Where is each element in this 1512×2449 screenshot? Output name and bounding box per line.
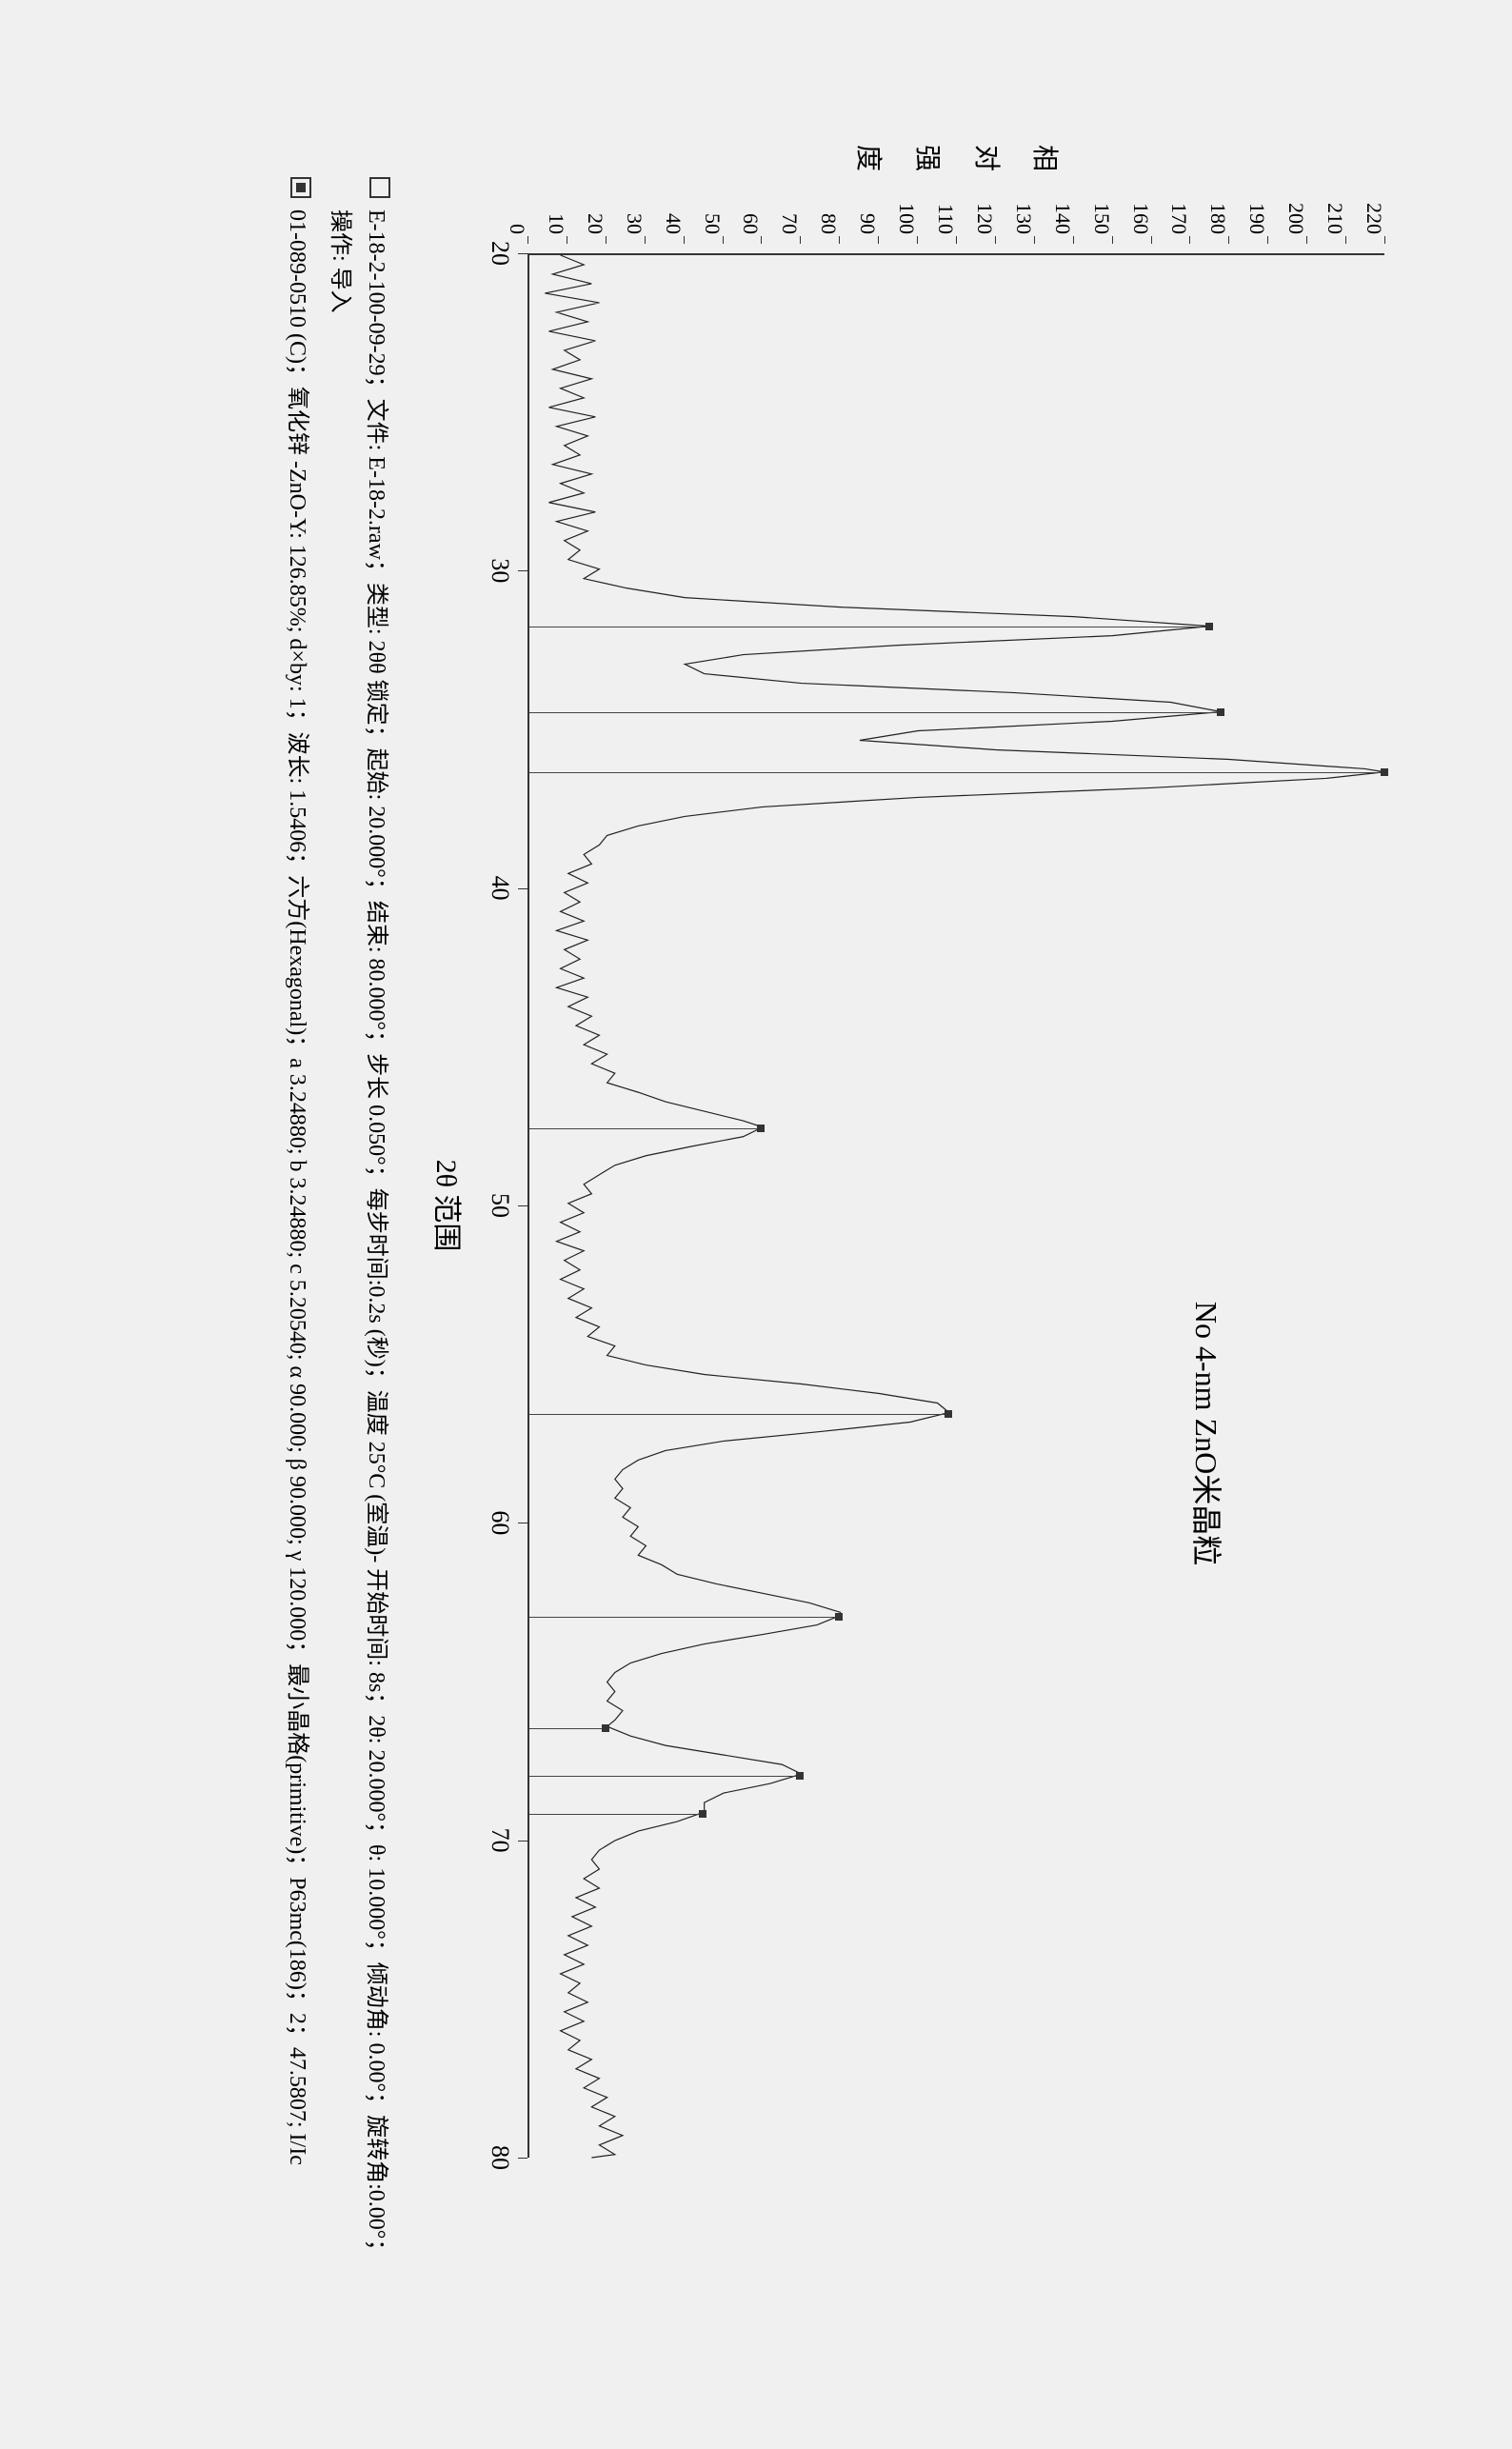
reference-peak-line: [529, 1617, 841, 1618]
tick-mark: [1034, 236, 1035, 244]
reference-peak-line: [529, 1414, 950, 1415]
y-tick-label: 140: [1050, 203, 1075, 234]
x-tick-label: 60: [486, 1510, 514, 1535]
x-axis-ticks: 20304050607080: [480, 253, 527, 2158]
reference-peak-line: [529, 1728, 607, 1729]
y-label-char: 相: [1015, 145, 1074, 171]
reference-peak-line: [529, 772, 1386, 773]
y-tick-label: 220: [1362, 203, 1386, 234]
x-tick-label: 80: [486, 2145, 514, 2170]
y-tick-label: 40: [661, 213, 686, 234]
x-tick-label: 30: [486, 558, 514, 583]
tick-mark: [956, 236, 957, 244]
tick-mark: [518, 888, 527, 889]
y-tick-label: 130: [1011, 203, 1036, 234]
tick-mark: [518, 1205, 527, 1206]
sample-annotation: No 4-nm ZnO米晶粒: [1186, 1302, 1230, 1565]
x-tick-label: 20: [486, 241, 514, 266]
reference-peak-marker-icon: [835, 1613, 843, 1621]
y-tick-label: 210: [1323, 203, 1347, 234]
reference-peak-line: [529, 1814, 705, 1815]
x-tick-label: 70: [486, 1828, 514, 1853]
xrd-figure: 相 对 强 度 0 10 20 30 40 50 60 70 80 90 100 110 120 130 1…: [90, 82, 1422, 2367]
tick-mark: [606, 236, 607, 244]
reference-peak-line: [529, 712, 1223, 713]
tick-mark: [761, 236, 762, 244]
tick-mark: [995, 236, 996, 244]
reference-peak-marker-icon: [1205, 623, 1213, 630]
legend-box: E-18-2-100-09-29；文件: E-18-2.raw；类型: 2θθ …: [273, 177, 394, 2272]
y-tick-label: 170: [1166, 203, 1191, 234]
y-tick-label: 10: [544, 213, 568, 234]
y-tick-label: 80: [816, 213, 841, 234]
legend-open-square-icon: [369, 177, 390, 198]
tick-mark: [527, 236, 528, 244]
legend-item: E-18-2-100-09-29；文件: E-18-2.raw；类型: 2θθ …: [321, 177, 394, 2272]
y-tick-label: 110: [933, 204, 958, 234]
reference-peak-marker-icon: [1381, 768, 1388, 776]
tick-mark: [1306, 236, 1307, 244]
y-tick-label: 50: [700, 213, 725, 234]
y-tick-label: 20: [583, 213, 607, 234]
reference-peak-line: [529, 1128, 763, 1129]
y-tick-label: 190: [1244, 203, 1269, 234]
y-tick-label: 120: [972, 203, 997, 234]
tick-mark: [839, 236, 840, 244]
tick-mark: [1073, 236, 1074, 244]
legend-item: 01-089-0510 (C)；氧化锌 -ZnO-Y: 126.85%; d×b…: [279, 177, 315, 2272]
y-label-char: 强: [897, 145, 956, 171]
tick-mark: [1384, 236, 1385, 244]
tick-mark: [684, 236, 685, 244]
y-tick-label: 200: [1283, 203, 1308, 234]
legend-filled-square-icon: [290, 177, 311, 198]
tick-mark: [1112, 236, 1113, 244]
tick-mark: [1151, 236, 1152, 244]
y-tick-label: 0: [505, 224, 529, 234]
reference-peak-line: [529, 1776, 802, 1777]
reference-peak-marker-icon: [602, 1724, 609, 1732]
y-tick-label: 150: [1089, 203, 1114, 234]
tick-mark: [1228, 236, 1229, 244]
y-tick-label: 70: [777, 213, 802, 234]
y-label-char: 度: [839, 145, 898, 171]
reference-peak-marker-icon: [796, 1772, 804, 1780]
plot-area: No 4-nm ZnO米晶粒: [527, 253, 1384, 2158]
tick-mark: [518, 570, 527, 571]
y-tick-label: 90: [855, 213, 880, 234]
reference-peak-marker-icon: [945, 1410, 952, 1418]
xrd-pattern-line: [529, 255, 1384, 2158]
rotated-container: 相 对 强 度 0 10 20 30 40 50 60 70 80 90 100 110 120 130 1…: [90, 82, 1422, 2367]
page: 相 对 强 度 0 10 20 30 40 50 60 70 80 90 100 110 120 130 1…: [0, 0, 1512, 2449]
reference-peak-marker-icon: [757, 1125, 765, 1132]
reference-peak-marker-icon: [699, 1810, 706, 1818]
tick-mark: [518, 253, 527, 254]
y-label-char: 对: [956, 145, 1015, 171]
tick-mark: [518, 2158, 527, 2159]
tick-mark: [645, 236, 646, 244]
legend-text: 01-089-0510 (C)；氧化锌 -ZnO-Y: 126.85%; d×b…: [279, 209, 315, 2272]
x-tick-label: 50: [486, 1193, 514, 1218]
tick-mark: [518, 1841, 527, 1842]
tick-mark: [1267, 236, 1268, 244]
tick-mark: [878, 236, 879, 244]
tick-mark: [917, 236, 918, 244]
y-tick-label: 160: [1128, 203, 1153, 234]
tick-mark: [800, 236, 801, 244]
xrd-trace-path: [545, 255, 1384, 2158]
y-tick-label: 180: [1205, 203, 1230, 234]
reference-peak-marker-icon: [1217, 708, 1224, 716]
x-axis-label: 2θ 范围: [428, 253, 470, 2158]
y-tick-label: 30: [622, 213, 647, 234]
y-axis-ticks: 0102030405060708090100110120130140150160…: [527, 177, 1384, 244]
y-axis-label: 相 对 强 度: [527, 139, 1384, 177]
y-tick-label: 100: [894, 203, 919, 234]
legend-text: E-18-2-100-09-29；文件: E-18-2.raw；类型: 2θθ …: [321, 209, 394, 2272]
tick-mark: [1345, 236, 1346, 244]
x-tick-label: 40: [486, 876, 514, 901]
tick-mark: [1189, 236, 1190, 244]
tick-mark: [723, 236, 724, 244]
y-tick-label: 60: [738, 213, 763, 234]
